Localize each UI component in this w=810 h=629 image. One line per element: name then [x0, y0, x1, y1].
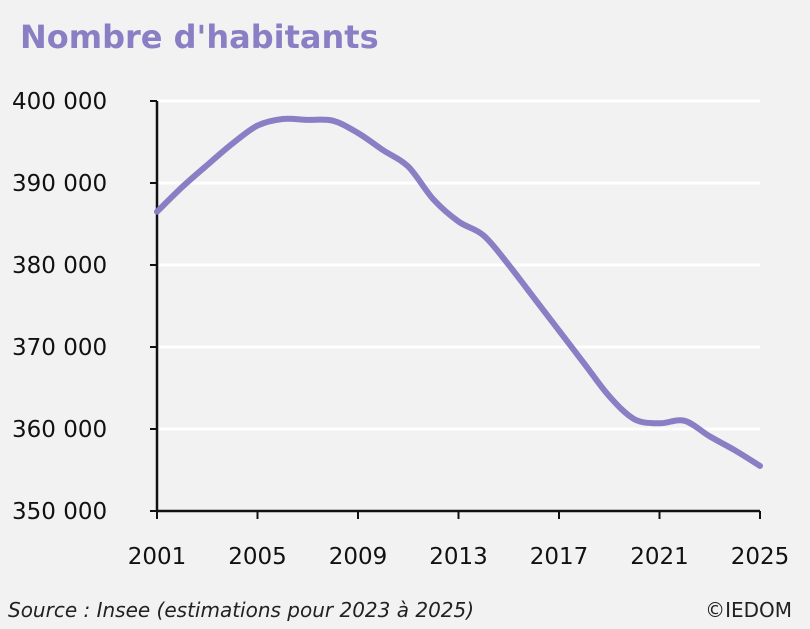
line-chart: 350 000 360 000 370 000 380 000 390 000 400 0… — [12, 89, 790, 570]
data-point-2010 — [380, 147, 386, 153]
x-tick-label-1: 2005 — [228, 544, 287, 570]
series-line-0 — [154, 115, 763, 469]
data-point-2012 — [430, 196, 436, 202]
x-tick-label-4: 2017 — [530, 544, 589, 570]
axes — [150, 100, 761, 519]
x-tick-label-3: 2013 — [429, 544, 488, 570]
x-tick-label-0: 2001 — [128, 544, 187, 570]
y-tick-label-1: 360 000 — [12, 417, 107, 443]
data-point-2014 — [481, 232, 487, 238]
data-point-2002 — [179, 184, 185, 190]
y-tick-label-0: 350 000 — [12, 499, 107, 525]
data-point-2024 — [732, 447, 738, 453]
data-point-2025 — [757, 463, 763, 469]
source-note: Source : Insee (estimations pour 2023 à … — [8, 598, 475, 622]
y-tick-label-5: 400 000 — [12, 89, 107, 115]
y-tick-label-4: 390 000 — [12, 171, 107, 197]
data-point-2021 — [657, 420, 663, 426]
data-point-2015 — [506, 262, 512, 268]
data-point-2019 — [606, 393, 612, 399]
data-point-2008 — [330, 118, 336, 124]
data-point-2017 — [556, 328, 562, 334]
y-tick-label-2: 370 000 — [12, 335, 107, 361]
data-point-2007 — [305, 117, 311, 123]
data-point-2006 — [280, 116, 286, 122]
data-point-2005 — [255, 123, 261, 129]
data-point-2020 — [631, 416, 637, 422]
x-tick-labels: 2001 2005 2009 2013 2017 2021 2025 — [128, 544, 790, 570]
y-tick-label-3: 380 000 — [12, 253, 107, 279]
x-tick-label-5: 2021 — [630, 544, 689, 570]
data-point-2009 — [355, 130, 361, 136]
y-tick-labels: 350 000 360 000 370 000 380 000 390 000 400 0… — [12, 89, 107, 525]
data-point-2004 — [229, 141, 235, 147]
data-point-2022 — [682, 418, 688, 424]
x-tick-label-6: 2025 — [731, 544, 790, 570]
chart-title: Nombre d'habitants — [20, 18, 379, 56]
data-point-2013 — [456, 219, 462, 225]
series-layer — [154, 115, 763, 469]
data-point-2018 — [581, 360, 587, 366]
data-point-2016 — [531, 295, 537, 301]
data-point-2023 — [707, 433, 713, 439]
gridlines — [157, 99, 760, 431]
data-point-2011 — [405, 164, 411, 170]
data-point-2003 — [204, 162, 210, 168]
x-tick-label-2: 2009 — [329, 544, 388, 570]
data-point-2001 — [154, 209, 160, 215]
copyright-label: ©IEDOM — [705, 598, 792, 622]
